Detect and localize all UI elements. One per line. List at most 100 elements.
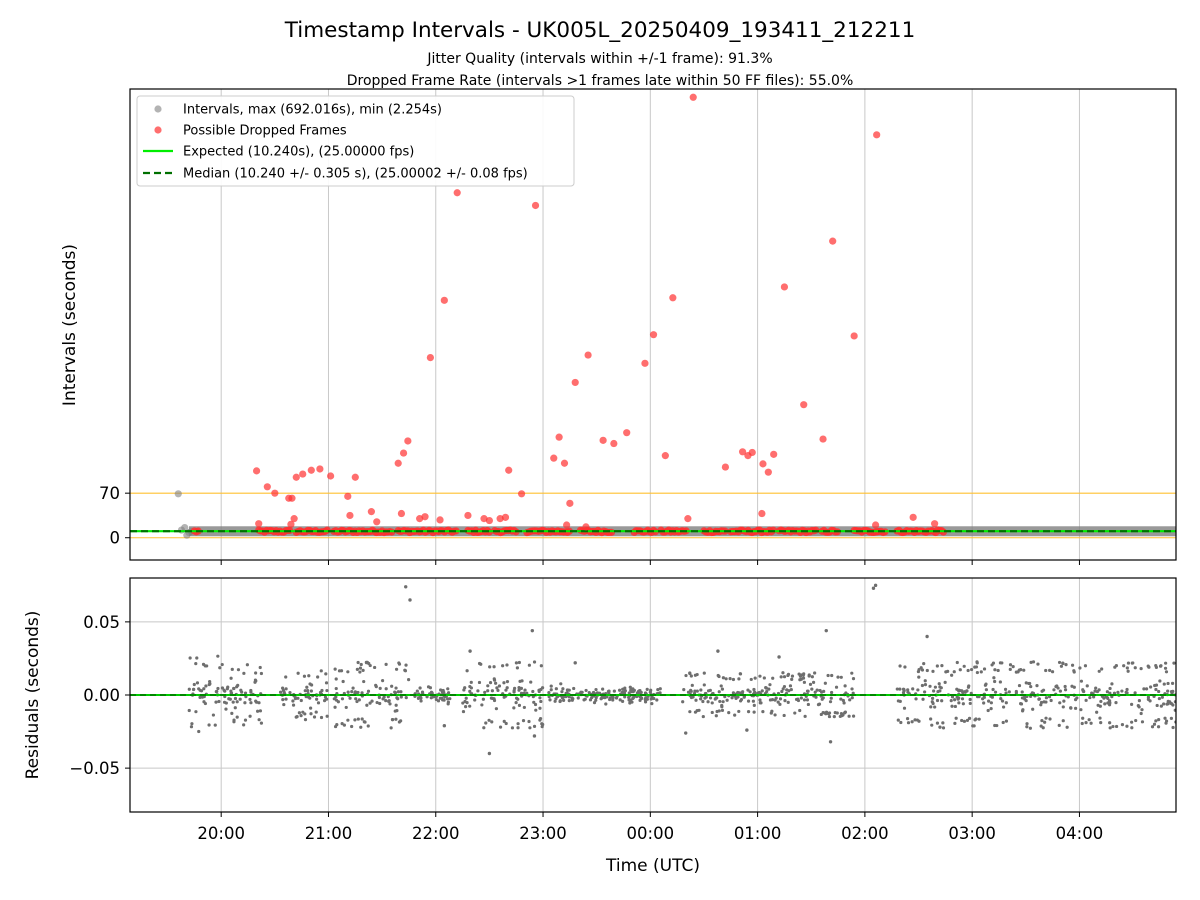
residual-point xyxy=(1166,689,1170,693)
residual-point xyxy=(995,723,999,728)
residual-point xyxy=(230,667,234,671)
residual-point xyxy=(1139,667,1143,671)
residual-point xyxy=(232,686,236,691)
residual-point xyxy=(217,699,221,704)
residual-point xyxy=(1164,719,1169,723)
residual-point xyxy=(714,714,718,718)
residual-point xyxy=(718,699,722,704)
residual-point xyxy=(914,697,918,701)
residual-point xyxy=(835,711,839,715)
residual-point xyxy=(358,670,362,674)
residual-point xyxy=(618,698,622,702)
residual-point xyxy=(1153,683,1157,688)
residual-point xyxy=(1142,687,1146,691)
residual-point xyxy=(805,689,810,693)
residual-outlier-point xyxy=(925,634,929,639)
residual-point xyxy=(953,698,957,702)
residual-point xyxy=(840,714,844,718)
residual-point xyxy=(901,690,906,695)
residual-point xyxy=(404,663,408,667)
residual-point xyxy=(394,717,398,721)
residual-point xyxy=(604,702,608,706)
residual-point xyxy=(243,691,248,695)
residual-point xyxy=(815,688,819,692)
residual-point xyxy=(259,671,264,676)
residual-point xyxy=(1134,718,1138,723)
residual-point xyxy=(355,667,359,671)
residual-point xyxy=(446,697,450,701)
residual-point xyxy=(808,682,813,686)
residual-point xyxy=(850,671,854,675)
residual-point xyxy=(559,682,563,686)
residual-point xyxy=(301,710,305,714)
residual-point xyxy=(943,680,947,684)
residual-point xyxy=(731,691,735,695)
residual-point xyxy=(501,664,505,668)
residual-point xyxy=(1114,701,1118,705)
residual-point xyxy=(355,699,359,704)
residual-point xyxy=(965,689,969,693)
residual-point xyxy=(333,667,337,671)
residual-point xyxy=(952,670,956,674)
residual-point xyxy=(463,699,467,704)
residual-point xyxy=(211,713,216,717)
dropped-frame-point xyxy=(764,468,772,476)
residual-point xyxy=(1069,706,1073,710)
residual-point xyxy=(699,688,703,692)
residuals-plot-area xyxy=(130,583,1176,756)
residual-point xyxy=(502,695,506,699)
residual-point xyxy=(382,695,386,699)
residual-point xyxy=(415,689,419,693)
residual-point xyxy=(594,695,598,700)
intervals-y-tick-label-0: 0 xyxy=(110,529,121,548)
dropped-frame-point xyxy=(669,294,677,302)
residual-point xyxy=(690,683,694,687)
residual-point xyxy=(828,700,833,704)
residual-point xyxy=(702,671,706,675)
residual-point xyxy=(765,689,769,694)
residual-point xyxy=(993,679,997,684)
residual-point xyxy=(446,687,450,691)
residual-point xyxy=(284,697,288,701)
residual-point xyxy=(826,712,831,716)
residual-point xyxy=(708,688,712,692)
residual-point xyxy=(1108,686,1112,691)
residual-point xyxy=(710,710,714,715)
dropped-frame-point xyxy=(582,523,590,531)
residual-point xyxy=(284,687,288,691)
residual-point xyxy=(342,723,346,727)
residual-point xyxy=(940,664,944,668)
residual-point xyxy=(488,680,493,685)
residual-point xyxy=(1081,689,1085,693)
residual-point xyxy=(731,677,736,682)
residual-point xyxy=(796,697,800,701)
residuals-y-tick-label-1: 0.00 xyxy=(83,686,120,705)
residual-point xyxy=(259,721,264,725)
residual-point xyxy=(728,677,732,681)
residual-point xyxy=(938,689,942,693)
residual-point xyxy=(935,664,939,668)
residual-point xyxy=(380,679,385,683)
residual-point xyxy=(1133,666,1137,670)
interval-point xyxy=(174,490,182,498)
residual-point xyxy=(1159,704,1163,708)
residual-point xyxy=(515,666,520,670)
residual-point xyxy=(377,695,381,700)
residual-point xyxy=(984,688,989,692)
residual-point xyxy=(830,673,834,678)
residual-point xyxy=(249,701,253,705)
residual-point xyxy=(814,695,818,699)
residual-point xyxy=(296,696,300,700)
residual-point xyxy=(360,717,364,721)
residual-point xyxy=(823,681,827,685)
residual-point xyxy=(608,696,612,700)
residual-point xyxy=(930,700,934,704)
residual-point xyxy=(192,682,196,687)
residual-point xyxy=(931,669,935,673)
residual-point xyxy=(761,710,765,714)
residual-point xyxy=(843,684,847,688)
residual-point xyxy=(333,705,337,709)
residual-point xyxy=(541,722,545,727)
dropped-frame-point xyxy=(421,513,429,521)
interval-point xyxy=(181,523,189,532)
